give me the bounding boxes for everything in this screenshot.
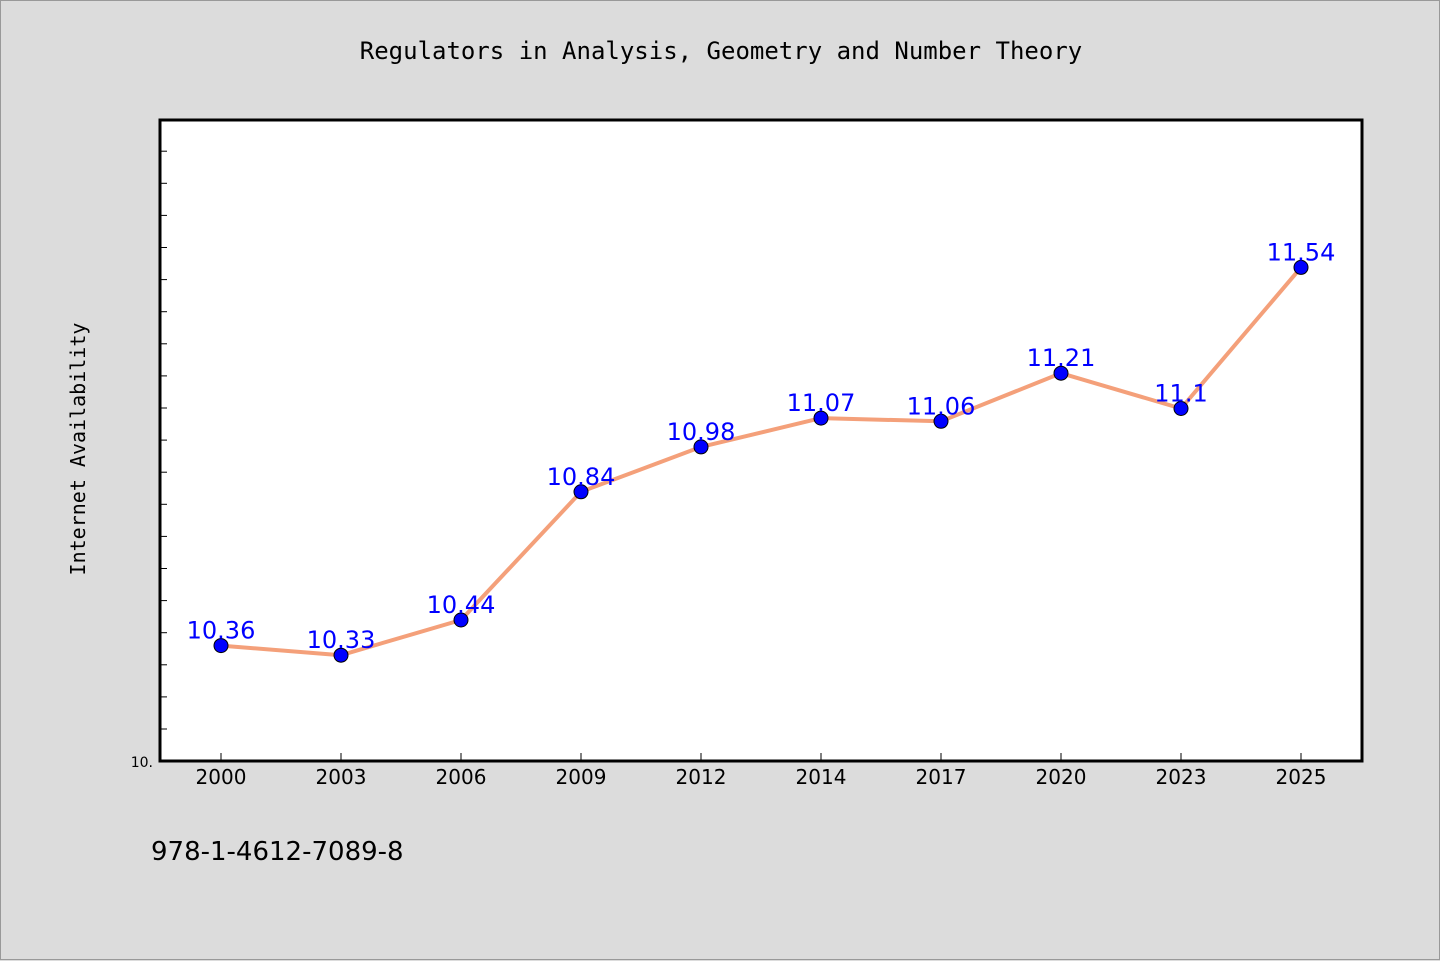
data-point	[333, 647, 349, 663]
x-tick-label: 2006	[436, 765, 487, 789]
x-tick-label: 2023	[1156, 765, 1207, 789]
x-tick-label: 2000	[196, 765, 247, 789]
data-point	[213, 638, 229, 654]
data-point	[1173, 401, 1189, 416]
x-tick-label: 2003	[316, 765, 367, 789]
data-point	[573, 484, 589, 500]
data-label: 10.98	[667, 418, 736, 446]
plot-area	[158, 118, 1364, 763]
x-tick-label: 2009	[556, 765, 607, 789]
chart-title: Regulators in Analysis, Geometry and Num…	[359, 37, 1083, 65]
data-point	[1293, 259, 1309, 275]
data-point	[933, 413, 949, 429]
x-tick-label: 2012	[676, 765, 727, 789]
data-label: 11.07	[787, 389, 856, 417]
data-point	[453, 612, 469, 628]
data-label: 10.33	[307, 626, 376, 654]
data-label: 10.44	[427, 591, 496, 619]
data-point	[813, 410, 829, 426]
x-tick-label: 2017	[916, 765, 967, 789]
data-label: 11.21	[1027, 344, 1096, 372]
data-label: 11.06	[907, 392, 976, 420]
y-tick-label: 10.	[131, 755, 153, 771]
x-tick-label: 2020	[1036, 765, 1087, 789]
isbn-text: 978-1-4612-7089-8	[151, 837, 404, 867]
data-point	[1053, 365, 1069, 381]
series-line	[220, 266, 1303, 658]
x-tick-label: 2025	[1276, 765, 1327, 789]
x-tick-label: 2014	[796, 765, 847, 789]
data-label: 11.54	[1267, 238, 1336, 266]
data-point	[693, 439, 709, 455]
data-label: 10.36	[187, 617, 256, 645]
data-label: 11.1	[1154, 380, 1207, 408]
data-label: 10.84	[547, 463, 616, 491]
